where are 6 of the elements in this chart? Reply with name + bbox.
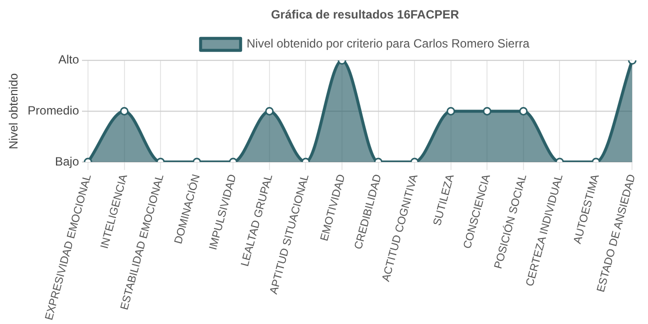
ref-line-label: Bajo [54, 154, 80, 168]
chart-title: Gráfica de resultados 16FACPER [270, 8, 460, 22]
ref-line-label: Alto [58, 52, 80, 67]
y-axis-title: Nivel obtenido [6, 72, 20, 150]
legend-label: Nivel obtenido por criterio para Carlos Romero Sierra [246, 36, 530, 51]
ref-line-label: Promedio [28, 104, 80, 118]
